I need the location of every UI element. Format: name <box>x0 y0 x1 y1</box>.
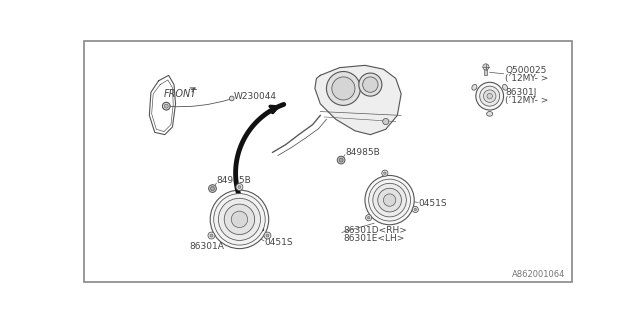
Text: Q500025: Q500025 <box>505 66 547 75</box>
Text: (’12MY- >: (’12MY- > <box>505 74 548 83</box>
Circle shape <box>230 96 234 101</box>
Circle shape <box>365 175 414 225</box>
Circle shape <box>214 194 265 245</box>
Circle shape <box>164 104 168 108</box>
Circle shape <box>332 77 355 100</box>
Text: (’12MY- >: (’12MY- > <box>505 95 548 105</box>
Text: 0451S: 0451S <box>419 199 447 208</box>
Circle shape <box>211 187 214 190</box>
Circle shape <box>363 77 378 92</box>
Circle shape <box>412 206 419 212</box>
Circle shape <box>266 234 269 237</box>
Circle shape <box>378 188 401 212</box>
Circle shape <box>476 82 504 110</box>
Circle shape <box>367 217 370 219</box>
Ellipse shape <box>502 84 508 90</box>
Text: 86301D<RH>: 86301D<RH> <box>344 227 407 236</box>
Text: 86301A: 86301A <box>189 242 224 251</box>
Circle shape <box>231 211 248 228</box>
Circle shape <box>359 73 382 96</box>
Bar <box>484 67 488 75</box>
Circle shape <box>210 190 269 249</box>
Circle shape <box>483 64 489 70</box>
Text: 86301E<LH>: 86301E<LH> <box>344 234 404 243</box>
Polygon shape <box>315 65 401 135</box>
Circle shape <box>339 158 343 162</box>
Text: 84985B: 84985B <box>216 176 251 185</box>
Text: 86301J: 86301J <box>505 88 536 97</box>
Circle shape <box>373 183 406 217</box>
Text: A862001064: A862001064 <box>512 270 565 279</box>
Circle shape <box>210 234 213 237</box>
Circle shape <box>483 90 496 102</box>
Circle shape <box>487 93 492 99</box>
Ellipse shape <box>486 112 493 116</box>
Circle shape <box>238 186 241 188</box>
Text: 0451S: 0451S <box>265 238 294 247</box>
Text: 84985B: 84985B <box>345 148 380 157</box>
Circle shape <box>163 102 170 110</box>
Circle shape <box>365 215 372 221</box>
Text: W230044: W230044 <box>234 92 277 101</box>
Circle shape <box>383 118 389 124</box>
Circle shape <box>369 179 410 221</box>
Circle shape <box>384 172 386 174</box>
Circle shape <box>236 184 243 190</box>
Circle shape <box>326 71 360 105</box>
Circle shape <box>414 208 417 211</box>
Circle shape <box>382 170 388 176</box>
Text: FRONT: FRONT <box>164 89 196 99</box>
Circle shape <box>209 185 216 192</box>
Circle shape <box>208 232 215 239</box>
Circle shape <box>264 232 271 239</box>
Circle shape <box>218 198 260 240</box>
Circle shape <box>337 156 345 164</box>
Ellipse shape <box>472 84 477 90</box>
Circle shape <box>224 204 255 235</box>
Circle shape <box>480 86 500 106</box>
Circle shape <box>383 194 396 206</box>
